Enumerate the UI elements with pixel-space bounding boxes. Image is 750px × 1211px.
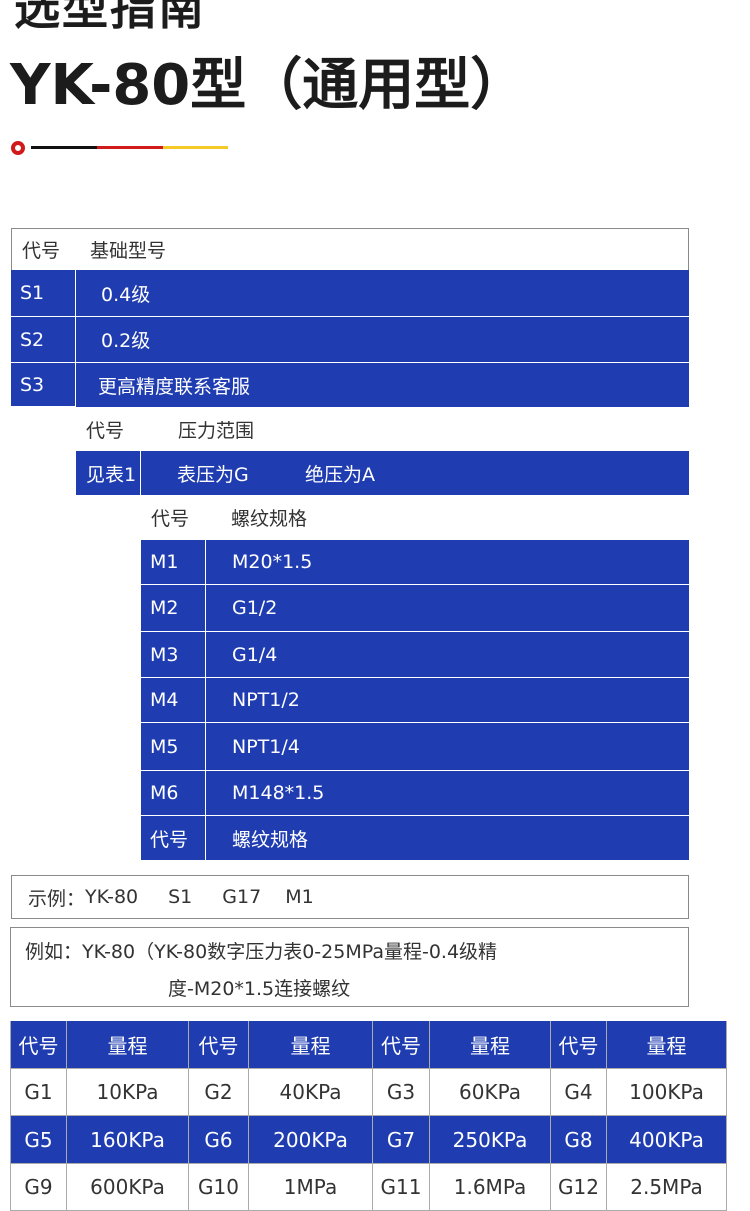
row-code: 代号: [141, 816, 206, 860]
row-value: 表压为G: [141, 451, 689, 495]
range-header-cell: 量程: [430, 1021, 551, 1069]
example-part: YK-80: [85, 886, 139, 908]
example-box: 示例： YK-80 S1 G17 M1: [11, 875, 689, 919]
range-cell: 400KPa: [607, 1116, 727, 1164]
row-code: M4: [141, 678, 206, 723]
range-cell: 600KPa: [67, 1164, 189, 1211]
example-part: S1: [168, 886, 193, 908]
range-header-cell: 代号: [189, 1021, 249, 1069]
row-value: NPT1/4: [206, 723, 689, 771]
example-detail-line: 例如：YK-80（YK-80数字压力表0-25MPa量程-0.4级精: [25, 941, 498, 963]
range-cell: G7: [373, 1116, 430, 1164]
row-value: 更高精度联系客服: [76, 363, 689, 407]
example-detail-box: 例如：YK-80（YK-80数字压力表0-25MPa量程-0.4级精 度-M20…: [10, 927, 689, 1007]
range-header-cell: 代号: [10, 1021, 67, 1069]
example-part: G17: [222, 886, 262, 908]
example-label: 示例：: [28, 887, 86, 910]
example-part: M1: [285, 886, 314, 908]
row-value: NPT1/2: [206, 678, 689, 723]
range-cell: G9: [10, 1164, 67, 1211]
example-detail-line: 度-M20*1.5连接螺纹: [168, 978, 351, 1000]
range-header-cell: 量程: [249, 1021, 373, 1069]
row-code: 见表1: [76, 451, 141, 495]
range-header-cell: 量程: [67, 1021, 189, 1069]
page-title: YK-80型（通用型）: [10, 53, 527, 118]
row-code: M6: [141, 771, 206, 816]
range-cell: G1: [10, 1069, 67, 1116]
range-cell: G3: [373, 1069, 430, 1116]
range-cell: 60KPa: [430, 1069, 551, 1116]
range-cell: G4: [551, 1069, 607, 1116]
row-code: M3: [141, 632, 206, 678]
row-value: 绝压为A: [305, 463, 375, 486]
table-header-label: 压力范围: [168, 407, 368, 451]
range-cell: G6: [189, 1116, 249, 1164]
range-cell: 10KPa: [67, 1069, 189, 1116]
range-header-cell: 代号: [373, 1021, 430, 1069]
range-cell: 100KPa: [607, 1069, 727, 1116]
range-cell: 2.5MPa: [607, 1164, 727, 1211]
row-value: M20*1.5: [206, 540, 689, 585]
range-cell: 1.6MPa: [430, 1164, 551, 1211]
range-cell: 250KPa: [430, 1116, 551, 1164]
row-value: M148*1.5: [206, 771, 689, 816]
row-code: M5: [141, 723, 206, 771]
table-header-label: 螺纹规格: [221, 495, 421, 540]
row-code: M2: [141, 585, 206, 632]
row-code: S2: [11, 317, 76, 363]
range-cell: 160KPa: [67, 1116, 189, 1164]
range-cell: 1MPa: [249, 1164, 373, 1211]
range-cell: G5: [10, 1116, 67, 1164]
range-cell: G8: [551, 1116, 607, 1164]
range-cell: G11: [373, 1164, 430, 1211]
range-cell: 200KPa: [249, 1116, 373, 1164]
section-title: 选型指南: [14, 0, 206, 35]
range-cell: G12: [551, 1164, 607, 1211]
range-header-cell: 量程: [607, 1021, 727, 1069]
range-header-cell: 代号: [551, 1021, 607, 1069]
range-cell: 40KPa: [249, 1069, 373, 1116]
row-value: G1/4: [206, 632, 689, 678]
row-value: 0.4级: [76, 270, 689, 317]
row-code: M1: [141, 540, 206, 585]
row-code: S1: [11, 270, 76, 317]
table-header-label: 基础型号: [90, 229, 290, 270]
row-value: G1/2: [206, 585, 689, 632]
row-code: S3: [11, 363, 76, 407]
range-cell: G10: [189, 1164, 249, 1211]
row-value: 螺纹规格: [206, 816, 689, 860]
row-value: 0.2级: [76, 317, 689, 363]
range-cell: G2: [189, 1069, 249, 1116]
